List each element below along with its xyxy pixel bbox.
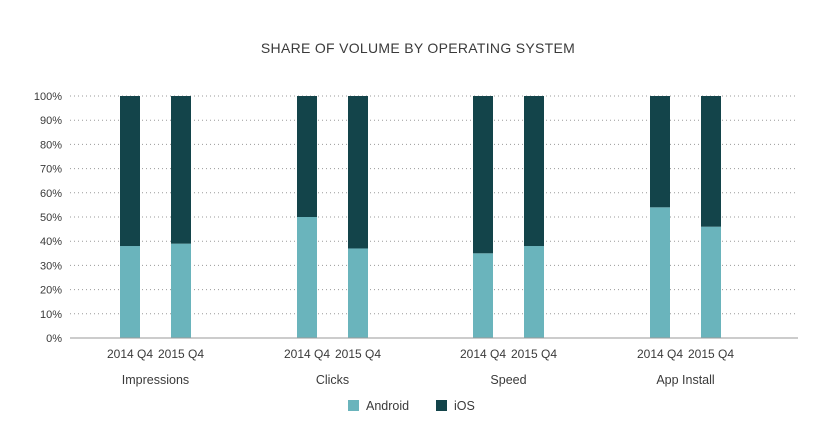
bar-android-speed-1	[524, 246, 544, 338]
x-tick-label: 2015 Q4	[511, 347, 557, 361]
x-tick-label: 2014 Q4	[107, 347, 153, 361]
x-tick-label: 2015 Q4	[158, 347, 204, 361]
bar-ios-clicks-0	[297, 96, 317, 217]
y-tick-label: 80%	[40, 139, 62, 151]
x-tick-label: 2014 Q4	[460, 347, 506, 361]
group-label: App Install	[656, 373, 714, 387]
y-tick-label: 30%	[40, 260, 62, 272]
x-axis-ticks: 2014 Q4 2015 Q4 2014 Q4 2015 Q4 2014 Q4 2015 …	[107, 347, 734, 361]
group-label: Speed	[490, 373, 526, 387]
bar-ios-impressions-0	[120, 96, 140, 247]
y-tick-label: 0%	[46, 333, 62, 345]
bars	[120, 96, 721, 338]
y-tick-label: 10%	[40, 309, 62, 321]
legend-swatch-ios	[436, 400, 447, 411]
x-tick-label: 2014 Q4	[284, 347, 330, 361]
x-tick-label: 2014 Q4	[637, 347, 683, 361]
bar-ios-app-install-1	[701, 96, 721, 227]
y-tick-label: 70%	[40, 164, 62, 176]
bar-android-clicks-1	[348, 248, 368, 338]
y-axis-ticks: 0% 10% 20% 30% 40% 50% 60% 70% 80% 90% 100%	[34, 91, 62, 345]
y-tick-label: 60%	[40, 188, 62, 200]
y-tick-label: 90%	[40, 115, 62, 127]
bar-android-impressions-1	[171, 243, 191, 338]
grid	[70, 95, 798, 315]
y-tick-label: 40%	[40, 236, 62, 248]
legend-label-android: Android	[366, 399, 409, 413]
bar-android-app-install-1	[701, 226, 721, 338]
bar-android-clicks-0	[297, 217, 317, 338]
group-label: Impressions	[122, 373, 189, 387]
bar-ios-app-install-0	[650, 96, 670, 208]
legend-label-ios: iOS	[454, 399, 475, 413]
y-tick-label: 50%	[40, 212, 62, 224]
bar-ios-impressions-1	[171, 96, 191, 244]
bar-android-app-install-0	[650, 207, 670, 338]
y-tick-label: 20%	[40, 285, 62, 297]
legend: Android iOS	[348, 399, 475, 413]
chart-title: SHARE OF VOLUME BY OPERATING SYSTEM	[261, 40, 575, 56]
bar-ios-speed-1	[524, 96, 544, 247]
y-tick-label: 100%	[34, 91, 62, 103]
bar-ios-clicks-1	[348, 96, 368, 249]
x-tick-label: 2015 Q4	[688, 347, 734, 361]
bar-android-impressions-0	[120, 246, 140, 338]
x-tick-label: 2015 Q4	[335, 347, 381, 361]
bar-android-speed-0	[473, 253, 493, 338]
group-labels: Impressions Clicks Speed App Install	[122, 373, 715, 387]
bar-ios-speed-0	[473, 96, 493, 254]
legend-swatch-android	[348, 400, 359, 411]
group-label: Clicks	[316, 373, 349, 387]
